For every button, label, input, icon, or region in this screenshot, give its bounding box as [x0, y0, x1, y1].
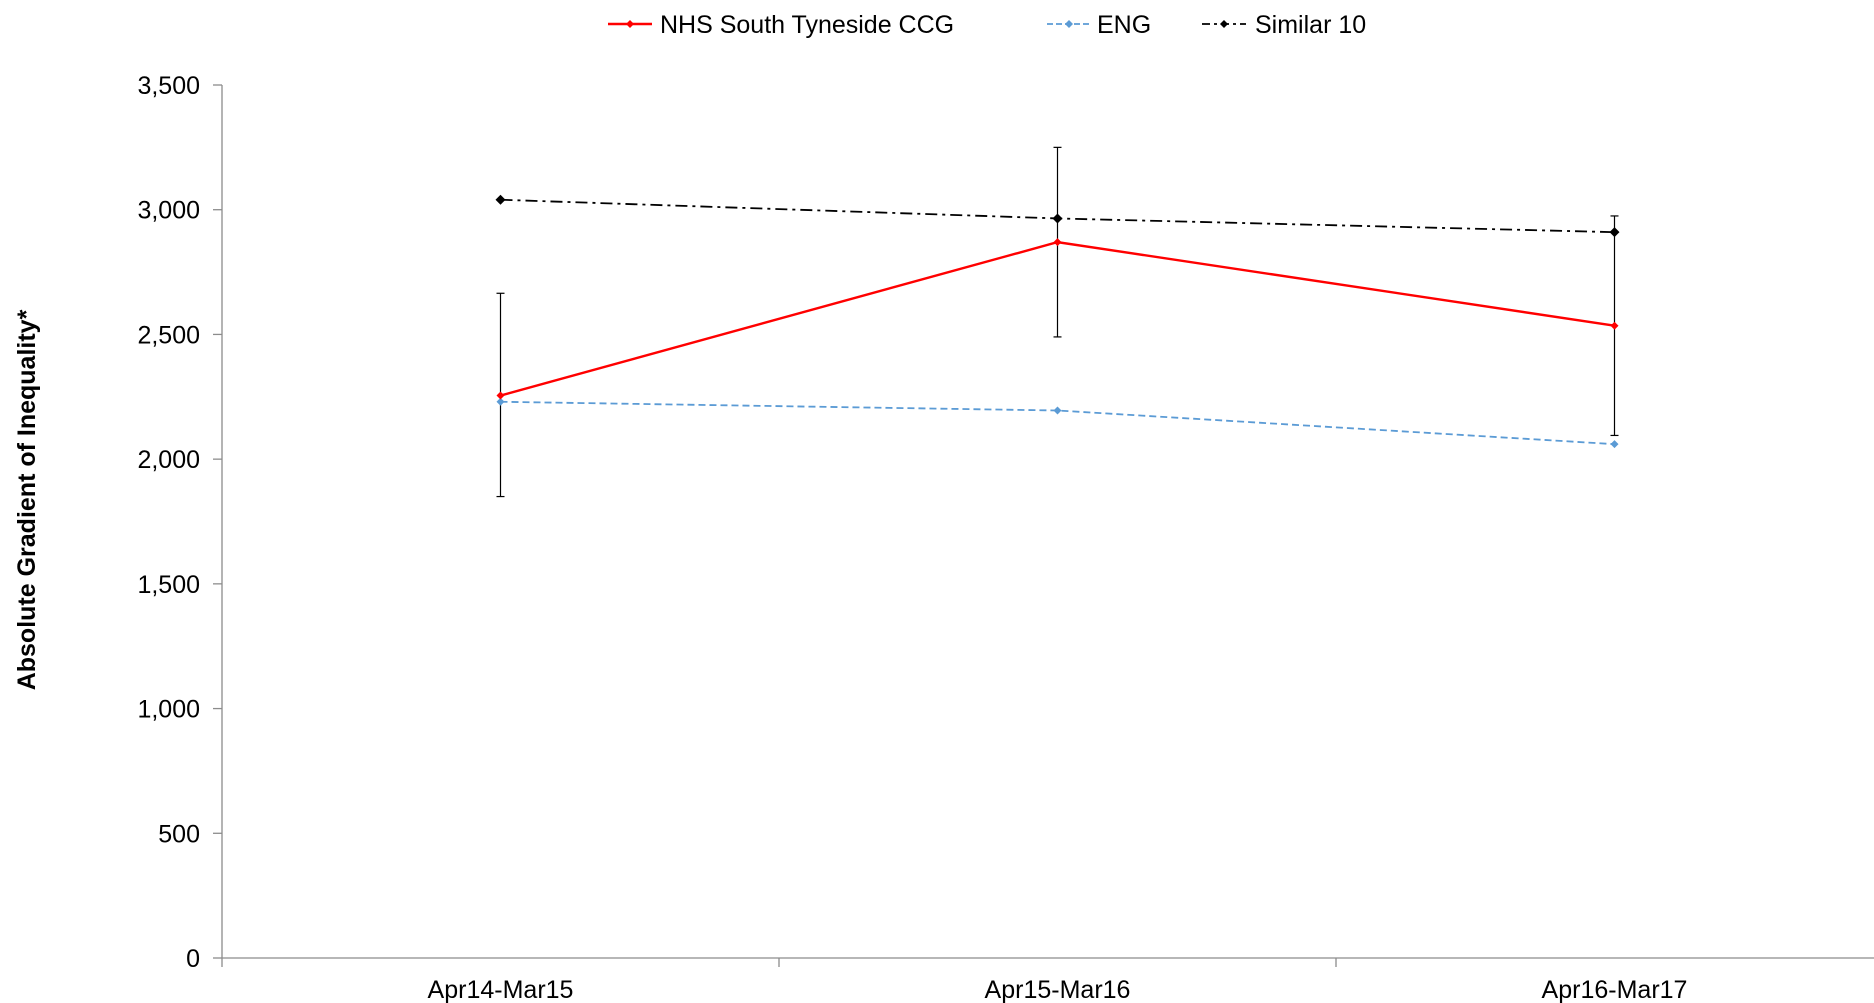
data-point — [1052, 213, 1063, 224]
legend-swatch-marker — [1065, 20, 1073, 28]
data-point — [1053, 406, 1062, 415]
data-point — [1609, 227, 1620, 238]
axes — [221, 85, 1874, 959]
y-tick-label: 2,500 — [137, 321, 200, 349]
y-tick-label: 3,500 — [137, 72, 200, 100]
legend-label: ENG — [1097, 11, 1151, 39]
x-axis-ticks: Apr14-Mar15 Apr15-Mar16 Apr16-Mar17 — [221, 958, 1688, 1003]
legend-swatch-marker — [1220, 20, 1228, 28]
y-tick-label: 1,500 — [137, 571, 200, 599]
y-tick-label: 500 — [158, 820, 200, 848]
x-tick-label: Apr15-Mar16 — [985, 976, 1131, 1003]
legend-label: NHS South Tyneside CCG — [660, 11, 954, 39]
legend: NHS South Tyneside CCG ENG Similar 10 — [608, 11, 1366, 39]
data-point — [496, 391, 505, 400]
x-tick-label: Apr16-Mar17 — [1542, 976, 1688, 1003]
data-point — [495, 194, 506, 205]
data-point — [1610, 440, 1619, 449]
y-tick-label: 2,000 — [137, 446, 200, 474]
y-axis-ticks: 0 500 1,000 1,500 2,000 2,500 3,000 3,500 — [137, 72, 222, 973]
data-point — [1610, 321, 1619, 330]
error-bars — [496, 146, 1619, 498]
y-tick-label: 0 — [186, 945, 200, 973]
x-tick-label: Apr14-Mar15 — [428, 976, 574, 1003]
y-axis-title: Absolute Gradient of Inequality* — [13, 309, 41, 690]
series-points — [495, 194, 1620, 449]
y-tick-label: 3,000 — [137, 197, 200, 225]
legend-swatch-marker — [626, 20, 634, 28]
data-point — [1053, 238, 1062, 247]
data-point — [496, 397, 505, 406]
y-tick-label: 1,000 — [137, 696, 200, 724]
legend-label: Similar 10 — [1255, 11, 1366, 39]
series-line-1 — [500, 400, 1615, 446]
